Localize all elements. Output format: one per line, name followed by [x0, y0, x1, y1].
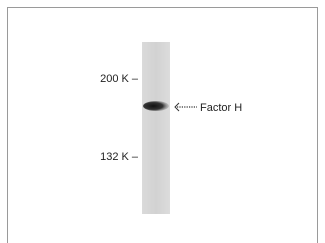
blot-figure: 200 K – 132 K – Factor H: [0, 0, 325, 243]
marker-label: 200 K –: [100, 73, 139, 85]
marker-label: 132 K –: [100, 151, 139, 163]
band-label: Factor H: [200, 102, 242, 114]
arrow: [175, 103, 197, 111]
gel-lane: [142, 42, 170, 214]
protein-band: [143, 101, 169, 111]
page: 200 K – 132 K – Factor H (() => { const …: [0, 0, 325, 243]
